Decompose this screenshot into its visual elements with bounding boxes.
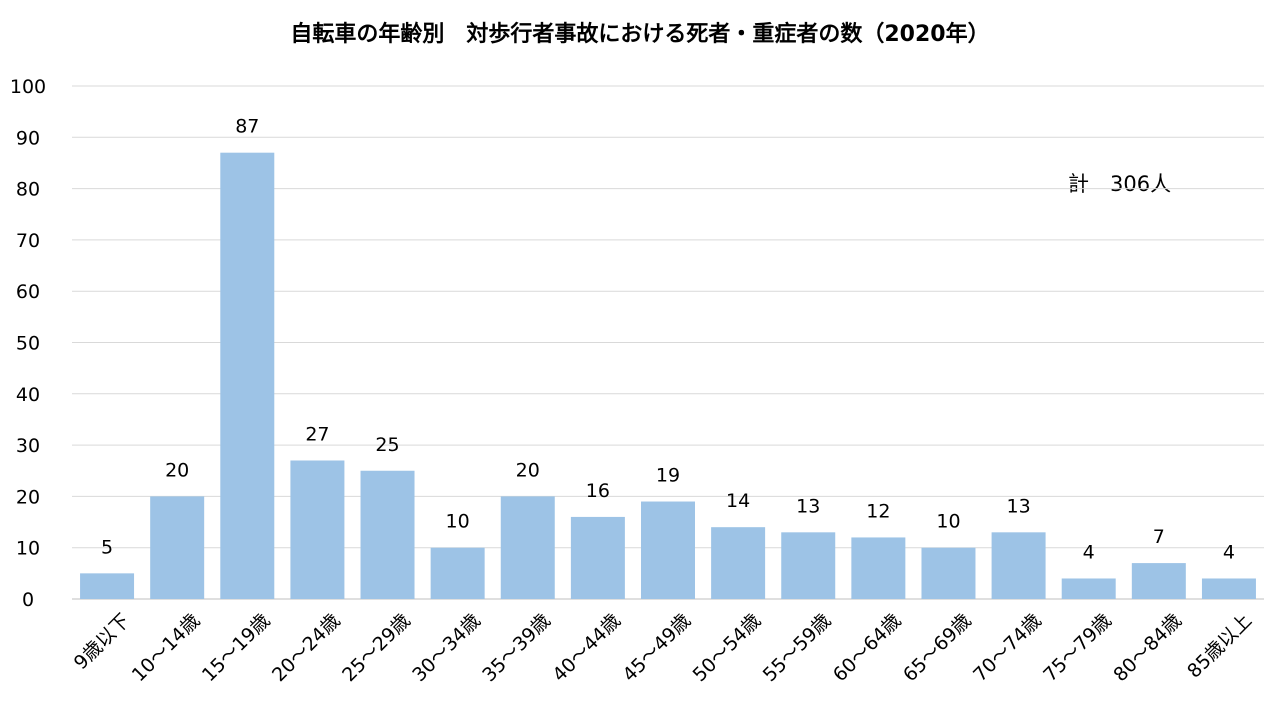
data-label: 13	[796, 495, 820, 517]
bar	[1201, 578, 1256, 599]
y-axis-ticks: 0 10 20 30 40 50 60 70 80 90 100	[10, 76, 46, 611]
data-label: 4	[1083, 541, 1095, 563]
data-label: 4	[1223, 541, 1235, 563]
category-label: 85歳以上	[1183, 610, 1256, 683]
y-tick-label: 70	[16, 230, 40, 252]
category-label: 60～64歳	[829, 610, 906, 687]
category-label: 45～49歳	[619, 610, 696, 687]
category-label: 55～59歳	[759, 610, 836, 687]
y-tick-label: 100	[10, 76, 46, 98]
bar	[360, 470, 415, 599]
category-label: 35～39歳	[478, 610, 555, 687]
category-label: 40～44歳	[548, 610, 625, 687]
category-label: 10～14歳	[128, 610, 205, 687]
bar	[921, 547, 976, 599]
data-label: 19	[656, 465, 680, 487]
data-label: 13	[1006, 495, 1030, 517]
data-label: 7	[1153, 526, 1165, 548]
data-label: 10	[936, 511, 960, 533]
category-label: 50～54歳	[689, 610, 766, 687]
y-tick-label: 20	[16, 486, 40, 508]
bar	[781, 532, 836, 599]
bar	[80, 573, 135, 599]
y-tick-label: 80	[16, 179, 40, 201]
bar	[641, 501, 695, 599]
data-label: 5	[101, 536, 113, 558]
category-label: 75～79歳	[1039, 610, 1116, 687]
chart-title: 自転車の年齢別 対歩行者事故における死者・重症者の数（2020年）	[290, 22, 990, 47]
bars	[80, 152, 1256, 599]
bar	[220, 152, 275, 599]
bar	[991, 532, 1046, 599]
data-labels: 5 20 87 27 25 10 20 16 19 14 13 12 10 13 4 7 4	[101, 116, 1235, 564]
y-tick-label: 60	[16, 281, 40, 303]
bar	[851, 537, 906, 599]
y-tick-label: 30	[16, 435, 40, 457]
data-label: 14	[726, 490, 750, 512]
category-label: 15～19歳	[198, 610, 275, 687]
total-annotation: 計 306人	[1068, 172, 1172, 196]
bar	[290, 460, 345, 599]
bar	[500, 496, 555, 599]
data-label: 87	[235, 116, 259, 138]
data-label: 20	[165, 459, 189, 481]
category-label: 80～84歳	[1109, 610, 1186, 687]
category-label: 65～69歳	[899, 610, 976, 687]
bar	[1131, 563, 1186, 599]
bar	[150, 496, 205, 599]
y-tick-label: 0	[22, 589, 34, 611]
data-label: 16	[586, 480, 610, 502]
y-tick-label: 90	[16, 127, 40, 149]
y-tick-label: 10	[16, 538, 40, 560]
data-label: 12	[866, 500, 890, 522]
bar	[430, 547, 485, 599]
data-label: 10	[446, 511, 470, 533]
category-label: 30～34歳	[408, 610, 485, 687]
data-label: 27	[305, 423, 329, 445]
bar	[711, 527, 766, 599]
y-tick-label: 40	[16, 384, 40, 406]
category-label: 20～24歳	[268, 610, 345, 687]
category-label: 70～74歳	[969, 610, 1046, 687]
data-label: 20	[516, 459, 540, 481]
x-axis-labels: 9歳以下10～14歳15～19歳20～24歳25～29歳30～34歳35～39歳…	[70, 610, 1256, 687]
category-label: 9歳以下	[70, 610, 134, 674]
y-tick-label: 50	[16, 333, 40, 355]
data-label: 25	[375, 434, 399, 456]
bar	[570, 516, 625, 599]
bar	[1061, 578, 1116, 599]
category-label: 25～29歳	[338, 610, 415, 687]
